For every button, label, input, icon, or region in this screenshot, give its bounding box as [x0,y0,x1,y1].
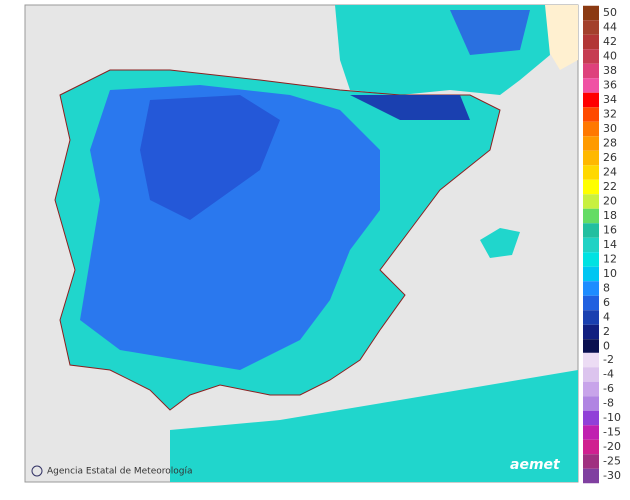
legend-label: -6 [603,382,614,395]
legend-swatch [583,121,599,137]
legend-label: -8 [603,397,614,410]
legend-swatch [583,150,599,166]
legend-swatch [583,339,599,354]
legend-label: 32 [603,108,617,121]
legend-label: 4 [603,311,610,324]
legend-label: -20 [603,440,621,453]
legend-label: -25 [603,455,621,468]
legend-swatch [583,223,599,238]
copyright-icon [31,465,43,477]
legend-label: 40 [603,50,617,63]
legend-swatch [583,92,599,108]
credit-text: Agencia Estatal de Meteorología [47,467,193,477]
legend-swatch [583,237,599,253]
legend-label: 6 [603,296,610,309]
pyrenees-zone [350,95,470,120]
legend-swatch [583,165,599,180]
cold-area [450,10,530,55]
legend-label: -30 [603,469,621,482]
legend-label: 38 [603,64,617,77]
legend-label: 20 [603,195,617,208]
legend-swatch [583,194,599,209]
legend-swatch [583,49,599,64]
legend-label: -15 [603,426,621,439]
legend-swatch [583,78,599,93]
france-area [545,5,578,70]
legend-swatch [583,63,599,79]
legend-label: 26 [603,151,617,164]
legend-label: 22 [603,180,617,193]
legend-label: 50 [603,6,617,19]
legend-swatch [583,410,599,426]
mallorca [480,228,520,258]
legend-label: -10 [603,411,621,424]
legend-label: 2 [603,325,610,338]
legend-label: 44 [603,21,617,34]
legend-swatch [583,5,599,21]
legend-swatch [583,107,599,122]
legend-swatch [583,439,599,455]
legend-swatch [583,136,599,151]
legend-label: 42 [603,35,617,48]
legend-label: 18 [603,209,617,222]
legend-label: 24 [603,166,617,179]
legend-label: 16 [603,224,617,237]
legend-swatch [583,396,599,411]
legend-swatch [583,454,599,469]
legend-swatch [583,352,599,368]
logo-text: aemet [510,457,561,473]
legend-label: 14 [603,238,617,251]
legend-label: 30 [603,122,617,135]
legend-swatch [583,266,599,282]
legend-swatch [583,34,599,50]
legend: 5044424038363432302826242220181614121086… [583,5,621,484]
legend-label: 10 [603,267,617,280]
legend-label: 34 [603,93,617,106]
legend-swatch [583,281,599,296]
legend-label: -4 [603,368,614,381]
legend-swatch [583,324,599,340]
legend-label: 8 [603,282,610,295]
legend-label: 28 [603,137,617,150]
legend-swatch [583,252,599,267]
legend-label: 36 [603,79,617,92]
legend-swatch [583,468,599,484]
legend-swatch [583,310,599,325]
legend-swatch [583,367,599,382]
legend-swatch [583,208,599,224]
legend-swatch [583,20,599,35]
legend-swatch [583,381,599,397]
legend-swatch [583,179,599,195]
africa-land [170,370,578,482]
legend-swatch [583,425,599,440]
legend-label: 0 [603,340,610,353]
colder-zone [140,95,280,220]
legend-label: 12 [603,253,617,266]
legend-swatch [583,295,599,311]
legend-label: -2 [603,353,614,366]
